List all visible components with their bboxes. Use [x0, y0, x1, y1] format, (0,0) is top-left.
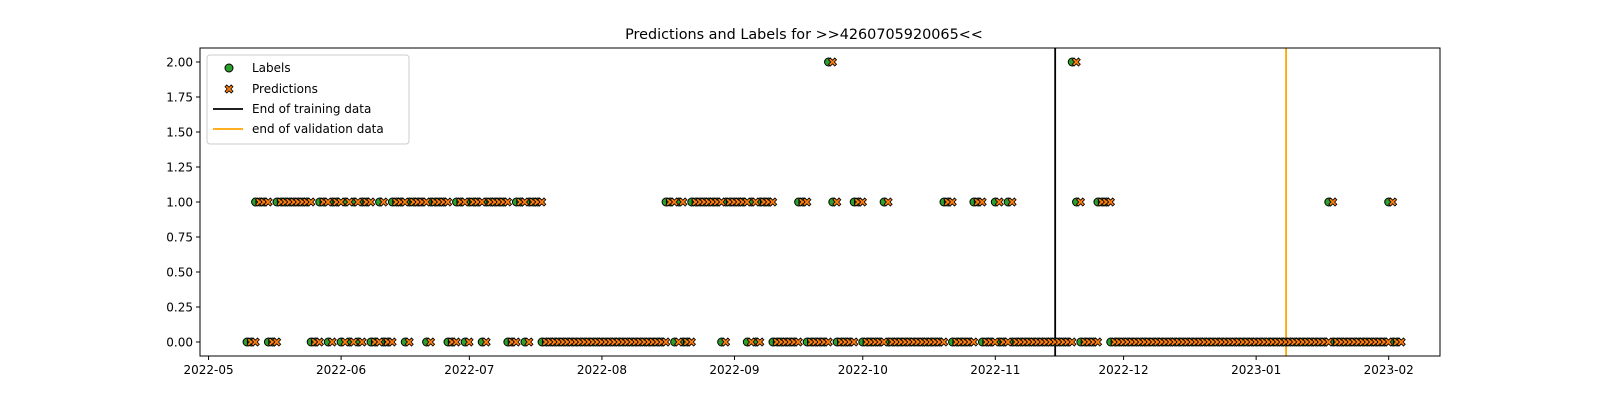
prediction-point — [426, 337, 436, 347]
prediction-point — [768, 197, 778, 207]
x-tick-label: 2022-11 — [970, 363, 1020, 377]
prediction-point — [366, 197, 376, 207]
x-tick-label: 2022-09 — [709, 363, 759, 377]
prediction-point — [939, 337, 949, 347]
legend-predictions-marker — [224, 84, 234, 94]
x-tick-label: 2022-12 — [1099, 363, 1149, 377]
prediction-point — [832, 197, 842, 207]
legend-training-text: End of training data — [252, 102, 371, 116]
prediction-point — [272, 337, 282, 347]
legend-labels-text: Labels — [252, 61, 291, 75]
prediction-point — [755, 337, 765, 347]
prediction-point — [1388, 197, 1398, 207]
prediction-point — [969, 337, 979, 347]
y-tick-label: 0.75 — [166, 231, 193, 245]
x-tick-label: 2023-01 — [1231, 363, 1281, 377]
prediction-point — [721, 337, 731, 347]
axes: 0.00 0.25 0.50 0.75 1.00 1.25 1.50 1.75 2.00 2022… — [166, 56, 1413, 378]
predictions-series — [246, 57, 1406, 347]
prediction-point — [1105, 197, 1116, 207]
x-tick-label: 2022-06 — [316, 363, 366, 377]
prediction-point — [857, 197, 868, 207]
prediction-point — [314, 337, 325, 347]
y-tick-label: 0.25 — [166, 301, 193, 315]
y-tick-label: 1.50 — [166, 126, 193, 140]
prediction-point — [511, 337, 521, 347]
prediction-point — [327, 337, 337, 347]
legend-validation-text: end of validation data — [252, 122, 384, 136]
prediction-point — [1067, 337, 1077, 347]
prediction-point — [387, 337, 397, 347]
prediction-point — [1093, 337, 1103, 347]
y-tick-label: 0.00 — [166, 336, 193, 350]
prediction-point — [524, 337, 534, 347]
x-tick-label: 2022-10 — [838, 363, 888, 377]
prediction-point — [443, 197, 453, 207]
prediction-point — [1075, 197, 1086, 207]
prediction-point — [503, 197, 513, 207]
prediction-point — [883, 197, 893, 207]
x-tick-label: 2022-05 — [183, 363, 233, 377]
prediction-point — [404, 337, 414, 347]
prediction-point — [1007, 197, 1017, 207]
prediction-point — [947, 197, 957, 207]
prediction-point — [263, 197, 273, 207]
prediction-point — [250, 337, 260, 347]
prediction-point — [678, 197, 688, 207]
prediction-point — [977, 197, 987, 207]
plot-frame — [199, 47, 1441, 357]
prediction-point — [802, 197, 812, 207]
y-tick-label: 1.75 — [166, 91, 193, 105]
prediction-point — [661, 337, 671, 347]
legend-predictions-text: Predictions — [252, 82, 318, 96]
prediction-point — [849, 337, 859, 347]
prediction-point — [357, 337, 367, 347]
y-tick-label: 1.00 — [166, 196, 193, 210]
prediction-point — [823, 337, 833, 347]
legend-box — [206, 54, 410, 145]
prediction-point — [686, 337, 697, 347]
legend: Labels Predictions End of training data … — [206, 54, 410, 145]
x-tick-label: 2022-08 — [577, 363, 627, 377]
chart-title: Predictions and Labels for >>42607059200… — [625, 27, 983, 43]
prediction-point — [1396, 337, 1406, 347]
prediction-point — [793, 337, 803, 347]
prediction-point — [464, 337, 474, 347]
prediction-point — [1071, 57, 1081, 67]
prediction-point — [379, 197, 389, 207]
y-tick-label: 1.25 — [166, 161, 193, 175]
prediction-point — [1328, 197, 1338, 207]
prediction-point — [994, 197, 1004, 207]
prediction-point — [306, 197, 316, 207]
legend-labels-marker — [224, 63, 234, 73]
prediction-point — [481, 337, 491, 347]
y-tick-label: 2.00 — [166, 56, 193, 70]
prediction-point — [451, 337, 461, 347]
prediction-point — [827, 57, 838, 67]
reference-lines — [1054, 48, 1287, 356]
x-tick-label: 2023-02 — [1364, 363, 1414, 377]
x-tick-label: 2022-07 — [444, 363, 494, 377]
y-tick-label: 0.50 — [166, 266, 193, 280]
prediction-point — [537, 197, 547, 207]
